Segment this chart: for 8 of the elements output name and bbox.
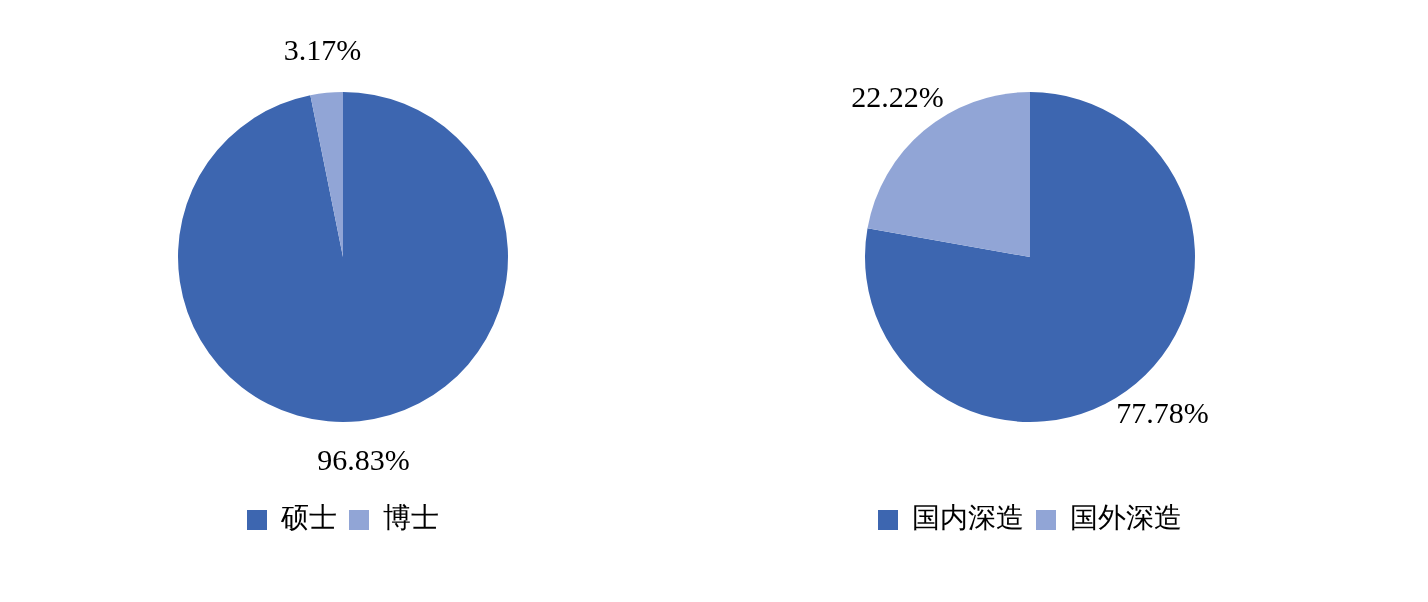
data-label: 3.17% — [283, 32, 362, 66]
legend-label: 国内深造 — [912, 501, 1024, 535]
data-label: 77.78% — [1116, 395, 1209, 429]
legend-label: 国外深造 — [1070, 501, 1182, 535]
legend-label: 博士 — [383, 501, 439, 535]
legend-label: 硕士 — [280, 501, 337, 535]
data-label: 96.83% — [317, 443, 410, 477]
data-label: 22.22% — [851, 79, 944, 113]
